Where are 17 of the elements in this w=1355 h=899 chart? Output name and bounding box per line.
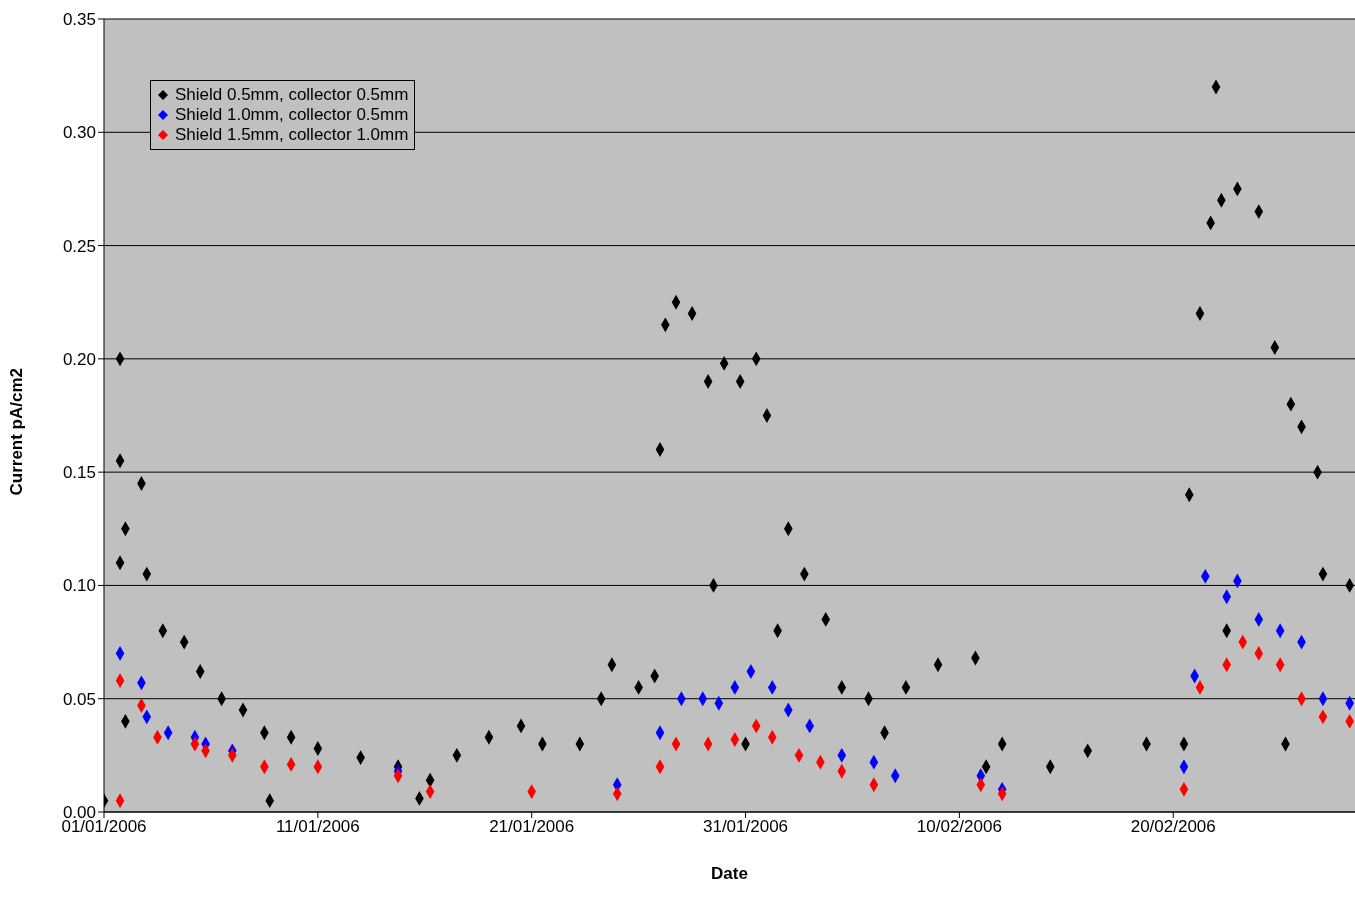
legend-label: Shield 1.0mm, collector 0.5mm <box>175 105 409 125</box>
y-tick-label: 0.10 <box>62 576 96 596</box>
y-tick-label: 0.20 <box>62 349 96 369</box>
y-tick-label: 0.35 <box>62 10 96 30</box>
y-tick-label: 0.25 <box>62 236 96 256</box>
y-tick-label: 0.05 <box>62 689 96 709</box>
x-tick-label: 20/02/2006 <box>1130 817 1216 837</box>
x-tick-label: 21/01/2006 <box>489 817 575 837</box>
legend-label: Shield 1.5mm, collector 1.0mm <box>175 125 409 145</box>
y-tick-label: 0.30 <box>62 123 96 143</box>
legend-label: Shield 0.5mm, collector 0.5mm <box>175 85 409 105</box>
y-axis-title: Current pA/cm2 <box>7 367 27 496</box>
x-tick-label: 11/01/2006 <box>275 817 360 837</box>
x-tick-label: 31/01/2006 <box>702 817 789 837</box>
y-tick-label: 0.15 <box>62 463 96 483</box>
x-axis-title: Date <box>711 864 748 883</box>
x-tick-label: 10/02/2006 <box>916 817 1002 837</box>
